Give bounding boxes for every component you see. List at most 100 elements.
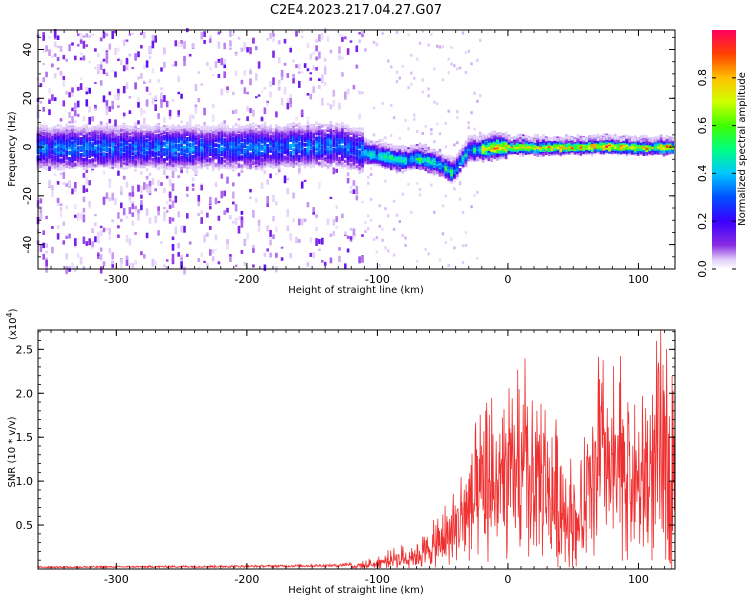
heat-cell <box>171 244 175 251</box>
heat-cell <box>148 149 152 153</box>
heat-cell <box>237 144 241 148</box>
heat-cell <box>389 167 393 171</box>
heat-cell <box>151 162 155 167</box>
heat-cell <box>275 123 278 128</box>
heat-cell <box>269 157 272 161</box>
heat-cell <box>312 160 315 164</box>
heat-cell <box>349 236 353 240</box>
heat-cell <box>122 141 126 145</box>
heat-cell <box>415 154 419 158</box>
heat-cell <box>335 152 338 156</box>
heat-cell <box>220 165 224 169</box>
heat-cell <box>160 162 163 166</box>
heat-cell <box>280 134 284 139</box>
heat-cell <box>140 45 143 49</box>
heat-cell <box>165 144 169 148</box>
heat-cell <box>427 149 430 153</box>
heat-cell <box>309 151 313 155</box>
heat-cell <box>108 227 112 235</box>
heat-cell <box>163 169 166 176</box>
heat-cell <box>358 160 361 164</box>
heat-cell <box>378 157 381 161</box>
heat-cell <box>76 152 80 156</box>
heat-cell <box>226 133 229 137</box>
heat-cell <box>346 88 350 95</box>
heat-cell <box>165 155 169 159</box>
heat-cell <box>191 177 195 182</box>
heat-cell <box>289 253 292 259</box>
heat-cell <box>390 104 393 107</box>
heat-cell <box>346 134 350 138</box>
heat-cell <box>128 163 132 167</box>
heat-cell <box>183 55 186 61</box>
heat-cell <box>243 144 247 148</box>
heat-cell <box>344 124 347 128</box>
heat-cell <box>226 141 229 146</box>
heat-cell <box>346 124 350 128</box>
heat-cell <box>88 206 91 209</box>
heat-cell <box>217 159 221 163</box>
heat-cell <box>177 113 180 118</box>
heat-cell <box>151 178 155 185</box>
heat-cell <box>232 140 235 145</box>
heat-cell <box>131 136 135 141</box>
heat-cell <box>56 128 60 132</box>
heat-cell <box>140 73 143 79</box>
heat-cell <box>128 53 132 57</box>
heat-cell <box>260 138 264 142</box>
heat-cell <box>292 150 295 154</box>
heat-cell <box>349 185 353 190</box>
heat-cell <box>361 150 364 155</box>
heat-cell <box>237 147 241 151</box>
heat-cell <box>234 157 238 161</box>
heat-cell <box>260 117 264 121</box>
heat-cell <box>209 157 212 161</box>
heat-cell <box>45 162 48 166</box>
heat-cell <box>352 158 356 162</box>
heat-cell <box>372 133 376 137</box>
heat-cell <box>295 151 298 155</box>
heat-cell <box>260 140 264 144</box>
heat-cell <box>59 152 63 156</box>
heat-cell <box>157 206 160 211</box>
heat-cell <box>332 126 336 130</box>
heat-cell <box>257 145 261 150</box>
heat-cell <box>206 144 209 148</box>
heat-cell <box>114 154 117 158</box>
heat-cell <box>257 61 261 69</box>
heat-cell <box>122 166 126 170</box>
heat-cell <box>226 157 229 161</box>
heat-cell <box>263 139 267 143</box>
heat-cell <box>145 127 149 131</box>
heat-cell <box>140 129 143 133</box>
heat-cell <box>82 172 86 178</box>
heat-cell <box>145 129 149 133</box>
heat-cell <box>197 199 201 207</box>
heat-cell <box>404 151 407 155</box>
heat-cell <box>318 162 321 166</box>
heat-cell <box>381 143 384 147</box>
heat-cell <box>295 147 298 151</box>
heat-cell <box>321 157 324 161</box>
heat-cell <box>387 161 390 165</box>
heat-cell <box>157 113 160 118</box>
heat-cell <box>286 156 290 160</box>
heat-cell <box>298 163 301 167</box>
heat-cell <box>209 129 212 133</box>
heat-cell <box>74 128 77 132</box>
heat-cell <box>298 146 301 150</box>
heat-cell <box>85 134 89 138</box>
heat-cell <box>183 158 186 162</box>
heat-cell <box>56 45 60 48</box>
heat-cell <box>358 149 361 154</box>
heat-cell <box>74 137 77 141</box>
heat-cell <box>355 146 359 150</box>
heat-cell <box>174 166 178 171</box>
heat-cell <box>332 89 336 97</box>
heat-cell <box>252 122 255 126</box>
heat-cell <box>137 156 140 160</box>
heat-cell <box>79 137 83 141</box>
spectrogram-heatmap <box>36 28 674 275</box>
heat-cell <box>148 160 152 164</box>
heat-cell <box>226 207 229 213</box>
